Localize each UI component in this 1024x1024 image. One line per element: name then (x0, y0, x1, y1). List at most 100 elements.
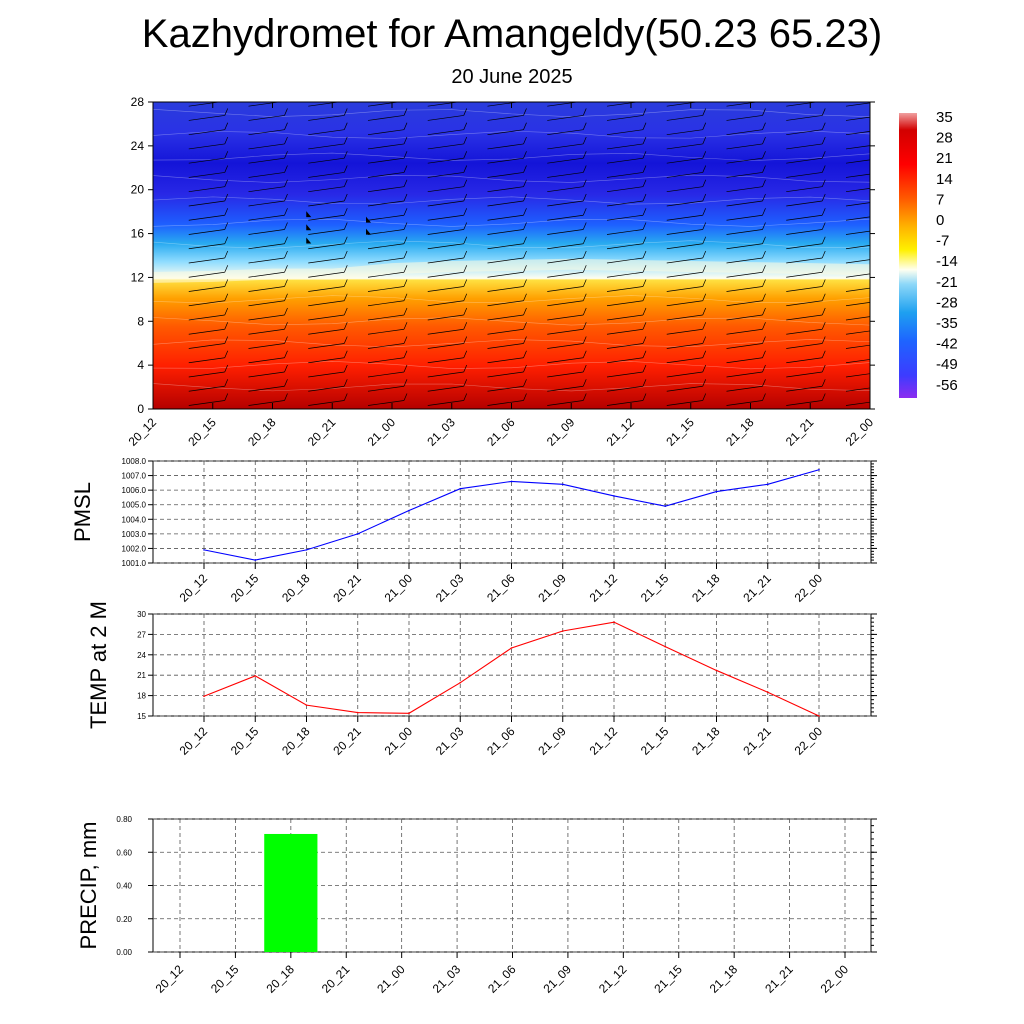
wind-barb (666, 172, 703, 178)
pmsl-panel: 1001.0 1002.0 1003.0 1004.0 1005.0 1006.0 1007… (70, 457, 877, 605)
wind-barb (726, 143, 763, 150)
wind-barb-feather (523, 322, 527, 330)
wind-barb-feather (762, 136, 766, 145)
wind-barb-feather (882, 137, 885, 144)
wind-barb-feather (404, 94, 407, 101)
wind-barb-feather (284, 193, 288, 202)
x-tick-label: 22_00 (818, 962, 852, 996)
x-tick-label: 21_21 (740, 724, 774, 758)
wind-barb-feather (762, 208, 766, 216)
wind-barb-feather (821, 222, 826, 230)
y-tick-label: 24 (131, 139, 145, 153)
wind-barb (666, 385, 703, 392)
wind-barb-feather (343, 350, 348, 358)
wind-barb (547, 286, 584, 292)
wind-pennant (306, 237, 312, 244)
wind-barb (547, 300, 584, 307)
wind-barb-feather (582, 250, 587, 259)
wind-barb-feather (284, 151, 288, 159)
data-point (305, 704, 308, 706)
data-point (510, 480, 513, 483)
wind-barb (427, 115, 464, 121)
y-tick-label: 21 (137, 671, 146, 680)
wind-barb (487, 357, 524, 364)
x-tick-label: 21_15 (638, 571, 672, 605)
wind-barb-feather (524, 94, 527, 101)
data-point (408, 712, 410, 715)
wind-barb-feather (224, 279, 229, 287)
x-tick-label: 20_21 (305, 415, 339, 449)
wind-barb-feather (582, 222, 587, 230)
wind-barb (666, 328, 703, 335)
wind-barb-feather (463, 165, 468, 173)
y-tick-label: 1008.0 (122, 457, 147, 466)
x-tick-label: 21_12 (587, 724, 621, 758)
wind-barb-feather (343, 165, 348, 173)
wind-barb-feather (821, 322, 826, 330)
wind-barb (367, 328, 405, 335)
wind-barb (248, 271, 285, 278)
wind-barb-feather (284, 165, 288, 173)
wind-barb (487, 314, 524, 321)
wind-barb-feather (702, 136, 707, 145)
x-tick-label: 20_18 (263, 962, 297, 996)
y-tick-label: 15 (137, 712, 146, 721)
wind-barb-feather (403, 236, 408, 244)
wind-barb (427, 129, 464, 136)
wind-barb (606, 229, 644, 235)
wind-barb-feather (403, 322, 408, 330)
wind-barb-feather (344, 94, 347, 101)
wind-barb-feather (523, 265, 527, 273)
wind-barb (367, 143, 405, 150)
wind-barb (606, 357, 644, 364)
wind-barb-feather (821, 236, 826, 244)
wind-barb-feather (463, 236, 468, 244)
isoline (153, 152, 870, 161)
wind-barb (845, 287, 870, 292)
wind-barb (666, 357, 703, 364)
wind-barb (845, 116, 870, 121)
wind-barb-feather (463, 393, 468, 401)
wind-barb (188, 157, 225, 164)
wind-barb-feather (343, 336, 348, 344)
wind-barb-feather (464, 94, 467, 101)
wind-barb-feather (702, 379, 707, 387)
wind-barb-feather (762, 165, 766, 173)
wind-barb-feather (523, 307, 527, 316)
wind-barb (367, 385, 405, 392)
wind-barb-feather (821, 208, 826, 216)
wind-barb-feather (463, 364, 468, 373)
wind-barb-feather (403, 222, 408, 230)
wind-barb (547, 357, 584, 364)
wind-barb-feather (463, 193, 468, 202)
colorbar-label: -28 (936, 294, 958, 311)
wind-barb-feather (763, 94, 766, 101)
wind-barb-feather (821, 165, 826, 173)
wind-barb-feather (762, 279, 766, 287)
x-tick-label: 21_00 (365, 415, 399, 449)
wind-barb (786, 143, 823, 150)
wind-barb-feather (821, 293, 826, 301)
wind-barb-feather (642, 336, 647, 344)
wind-barb-feather (343, 193, 348, 202)
wind-barb-feather (642, 322, 647, 330)
x-tick-label: 21_09 (535, 571, 569, 605)
wind-barb-feather (225, 94, 228, 101)
wind-barb (308, 172, 345, 178)
wind-barb-feather (523, 108, 527, 116)
wind-barb-feather (762, 350, 766, 358)
wind-barb-feather (702, 236, 707, 244)
wind-barb-feather (403, 293, 408, 301)
wind-barb-feather (463, 307, 468, 316)
wind-barb (726, 400, 763, 406)
pmsl-frame (152, 460, 872, 564)
wind-barb-feather (702, 193, 707, 202)
wind-barb (248, 229, 285, 235)
wind-barb (188, 129, 225, 136)
y-tick-label: 12 (131, 270, 145, 284)
wind-barb-feather (523, 250, 527, 259)
wind-barb-feather (224, 379, 229, 387)
wind-barb (248, 115, 285, 121)
x-tick-label: 22_00 (792, 571, 826, 605)
wind-barb (726, 115, 763, 121)
